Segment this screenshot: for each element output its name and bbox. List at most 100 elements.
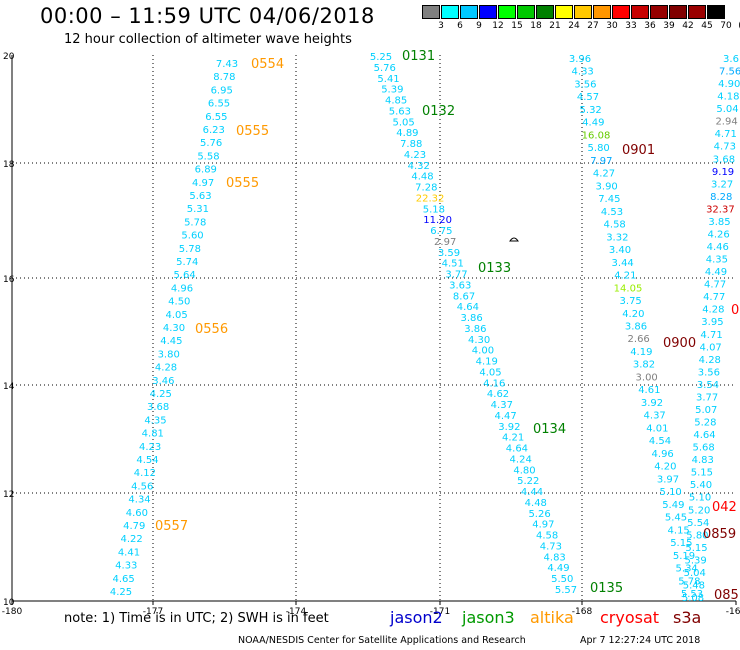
swh-value-jason3: 3.63 [449,280,471,291]
pass-label: 0 [731,303,739,318]
swh-value-far-east: 7.56 [719,67,740,78]
swh-value-jason3: 5.63 [389,106,411,117]
swh-value-jason3-east: 5.19 [673,551,695,562]
swh-value-jason3-east: 16.08 [582,130,611,141]
swh-value-jason3-east: 4.58 [604,220,626,231]
swh-value-jason3-east: 3.82 [633,360,655,371]
swh-value-altika: 4.60 [126,508,148,519]
swh-value-altika: 4.25 [110,587,132,598]
colorbar-label: 36 [644,21,656,31]
colorbar-label: 42 [682,21,694,31]
pass-label: 0900 [663,336,696,351]
swh-value-far-east: 4.73 [714,142,736,153]
swh-value-jason3: 4.83 [544,552,566,563]
swh-value-jason3: 4.51 [442,259,464,270]
swh-value-altika: 5.58 [197,151,219,162]
swh-value-jason3-east: 4.01 [646,423,668,434]
swh-value-jason3: 4.24 [510,454,532,465]
swh-value-jason3-east: 4.37 [644,411,666,422]
swh-value-jason3-east: 7.97 [590,156,612,167]
swh-value-jason3-east: 14.05 [614,283,643,294]
legend-altika: altika [530,608,574,627]
swh-value-far-east: 4.71 [700,330,722,341]
map-subtitle: 12 hour collection of altimeter wave hei… [64,32,352,47]
colorbar-swatch [574,5,592,19]
swh-value-far-east: 4.18 [717,92,739,103]
swh-value-altika: 4.54 [136,455,158,466]
swh-value-far-east: 3.77 [696,392,718,403]
pass-label: 042 [712,500,737,515]
swh-value-far-east: 4.83 [692,455,714,466]
swh-value-jason3: 5.05 [393,117,415,128]
swh-value-far-east: 4.28 [702,305,724,316]
pass-label: 0901 [622,143,655,158]
swh-value-altika: 5.60 [181,231,203,242]
swh-value-far-east: 5.15 [691,468,713,479]
swh-value-jason3-east: 5.15 [670,538,692,549]
swh-value-jason3: 11.20 [423,215,452,226]
colorbar-swatch [707,5,725,19]
swh-value-jason3-east: 4.57 [577,92,599,103]
swh-value-altika: 4.35 [144,415,166,426]
swh-value-jason3: 8.67 [453,291,475,302]
colorbar-swatch [460,5,478,19]
x-tick-label: -168 [572,607,593,617]
swh-value-far-east: 5.10 [689,493,711,504]
swh-value-far-east: 3.95 [701,317,723,328]
pass-label: 0131 [402,49,435,64]
swh-value-jason3-east: 4.54 [649,436,671,447]
swh-value-altika: 4.50 [168,297,190,308]
swh-value-far-east: 5.54 [687,518,709,529]
swh-value-jason3: 4.48 [525,498,547,509]
swh-value-altika: 5.78 [179,244,201,255]
swh-value-jason3: 4.23 [404,150,426,161]
swh-value-jason3: 5.18 [423,204,445,215]
swh-value-jason3-east: 2.66 [628,334,650,345]
swh-value-jason3: 4.85 [385,96,407,107]
swh-value-altika: 4.96 [171,283,193,294]
swh-value-altika: 4.25 [150,389,172,400]
swh-value-altika: 4.45 [160,336,182,347]
colorbar-label: 21 [549,21,561,31]
swh-value-altika: 5.31 [187,204,209,215]
swh-value-jason3-east: 3.90 [596,181,618,192]
swh-value-altika: 7.43 [216,59,238,70]
swh-value-jason3-east: 3.44 [612,258,634,269]
colorbar-label: 70 [720,21,732,31]
swh-value-far-east: 4.71 [715,129,737,140]
swh-value-altika: 4.56 [131,481,153,492]
swh-value-jason3: 4.00 [472,346,494,357]
swh-value-altika: 6.89 [195,165,217,176]
swh-value-jason3-east: 5.49 [662,500,684,511]
colorbar-label: (ft) [735,21,740,31]
swh-value-jason3-east: 3.00 [636,372,658,383]
x-tick-label: -171 [430,607,450,617]
swh-value-jason3-east: 5.10 [660,487,682,498]
swh-value-jason3: 4.62 [487,389,509,400]
swh-value-altika: 4.34 [128,495,150,506]
swh-value-far-east: 5.04 [684,568,706,579]
swh-value-jason3-east: 3.40 [609,245,631,256]
swh-value-far-east: 32.37 [706,204,735,215]
colorbar-label: 6 [457,21,463,31]
swh-value-altika: 4.81 [142,429,164,440]
swh-value-altika: 5.74 [176,257,198,268]
swh-value-jason3-east: 3.92 [641,398,663,409]
colorbar-swatch [441,5,459,19]
swh-value-jason3: 5.22 [517,476,539,487]
swh-value-jason3: 4.49 [547,563,569,574]
swh-value-altika: 4.28 [155,363,177,374]
swh-value-altika: 6.55 [205,112,227,123]
swh-value-jason3: 4.64 [506,444,528,455]
colorbar-swatch [631,5,649,19]
colorbar-label: 33 [625,21,637,31]
colorbar-label: 18 [530,21,542,31]
y-tick-label: 20 [3,52,15,62]
swh-value-far-east: 4.28 [699,355,721,366]
swh-value-jason3: 4.44 [521,487,543,498]
swh-value-jason3: 3.59 [438,248,460,259]
swh-value-jason3: 4.89 [396,128,418,139]
swh-value-far-east: 4.90 [718,79,740,90]
swh-value-jason3-east: 5.45 [665,513,687,524]
